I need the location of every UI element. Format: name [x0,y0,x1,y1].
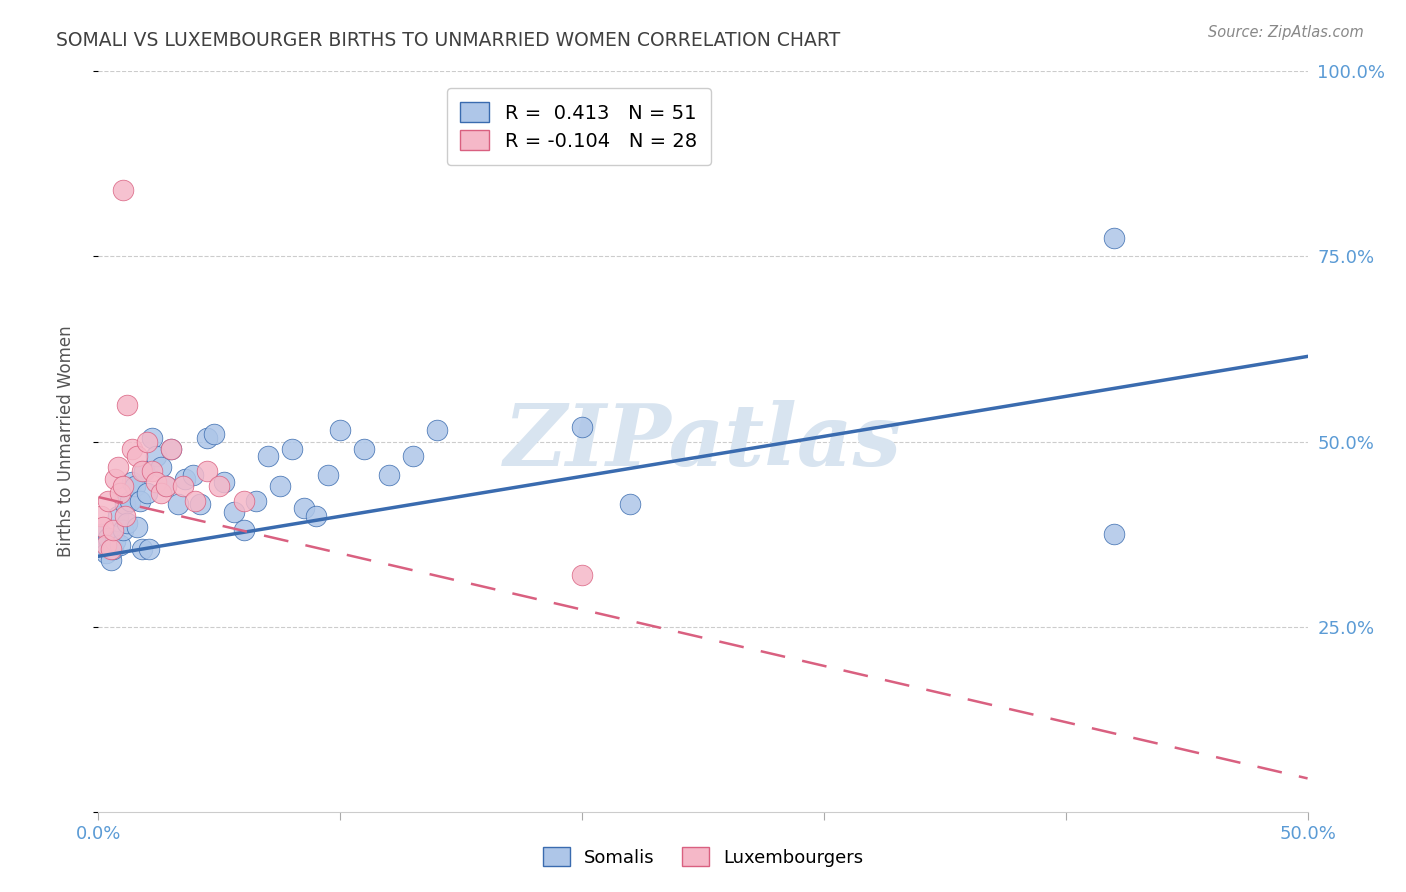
Point [256,450,278,464]
Point [121,442,143,456]
Point [114,498,136,512]
Legend: Somalis, Luxembourgers: Somalis, Luxembourgers [536,840,870,874]
Y-axis label: Births to Unmarried Women: Births to Unmarried Women [56,326,75,558]
Point [292,501,315,516]
Point [90,527,112,541]
Point [145,475,167,490]
Point [117,516,139,530]
Point [127,450,149,464]
Point [160,442,183,456]
Point [141,464,163,478]
Point [281,442,304,456]
Point [101,524,124,538]
Point [571,419,593,434]
Text: Source: ZipAtlas.com: Source: ZipAtlas.com [1208,25,1364,40]
Point [402,450,425,464]
Point [155,479,177,493]
Point [134,464,156,478]
Point [111,479,134,493]
Point [145,450,167,464]
Point [195,464,218,478]
Point [1102,527,1125,541]
Point [184,493,207,508]
Point [104,534,127,549]
Point [100,553,122,567]
Point [111,183,134,197]
Point [174,471,197,485]
Point [155,479,177,493]
Point [329,424,352,438]
Point [97,531,120,545]
Point [91,538,114,552]
Point [118,493,141,508]
Point [94,538,117,552]
Point [212,475,235,490]
Point [160,442,183,456]
Point [188,498,211,512]
Point [150,460,173,475]
Point [316,467,339,482]
Point [172,479,194,493]
Point [124,479,146,493]
Legend: R =  0.413   N = 51, R = -0.104   N = 28: R = 0.413 N = 51, R = -0.104 N = 28 [447,88,711,164]
Point [111,524,134,538]
Point [107,460,129,475]
Point [181,467,204,482]
Point [150,486,173,500]
Point [232,493,254,508]
Point [94,546,117,560]
Point [127,519,149,533]
Point [619,498,641,512]
Point [121,475,143,490]
Point [426,424,449,438]
Point [107,508,129,523]
Text: ZIPatlas: ZIPatlas [503,400,903,483]
Point [138,541,160,556]
Point [141,431,163,445]
Point [135,434,157,449]
Text: SOMALI VS LUXEMBOURGER BIRTHS TO UNMARRIED WOMEN CORRELATION CHART: SOMALI VS LUXEMBOURGER BIRTHS TO UNMARRI… [56,31,841,50]
Point [571,567,593,582]
Point [305,508,328,523]
Point [108,486,131,500]
Point [104,471,127,485]
Point [90,508,112,523]
Point [167,498,190,512]
Point [128,493,150,508]
Point [245,493,267,508]
Point [195,431,218,445]
Point [114,508,136,523]
Point [377,467,399,482]
Point [269,479,291,493]
Point [353,442,375,456]
Point [208,479,231,493]
Point [108,538,131,552]
Point [100,541,122,556]
Point [131,541,153,556]
Point [204,427,226,442]
Point [97,493,120,508]
Point [222,505,245,519]
Point [1102,231,1125,245]
Point [101,541,124,556]
Point [232,524,254,538]
Point [117,398,139,412]
Point [135,486,157,500]
Point [91,519,114,533]
Point [131,464,153,478]
